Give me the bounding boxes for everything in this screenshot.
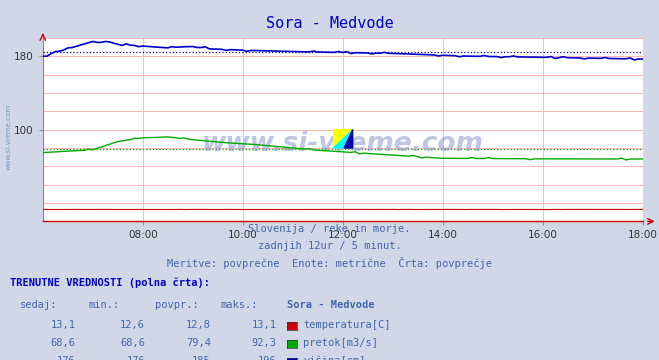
Text: zadnjih 12ur / 5 minut.: zadnjih 12ur / 5 minut. (258, 242, 401, 252)
Text: 12,6: 12,6 (120, 320, 145, 330)
Polygon shape (344, 130, 353, 148)
Text: temperatura[C]: temperatura[C] (303, 320, 391, 330)
Polygon shape (333, 130, 353, 148)
Text: www.si-vreme.com: www.si-vreme.com (202, 131, 484, 157)
Text: 68,6: 68,6 (120, 338, 145, 348)
Text: 12,8: 12,8 (186, 320, 211, 330)
Text: 176: 176 (57, 356, 76, 360)
Text: 13,1: 13,1 (252, 320, 277, 330)
Text: Slovenija / reke in morje.: Slovenija / reke in morje. (248, 224, 411, 234)
Text: Meritve: povprečne  Enote: metrične  Črta: povprečje: Meritve: povprečne Enote: metrične Črta:… (167, 257, 492, 269)
Text: Sora - Medvode: Sora - Medvode (287, 300, 374, 310)
Text: 13,1: 13,1 (51, 320, 76, 330)
Text: www.si-vreme.com: www.si-vreme.com (5, 104, 11, 170)
Text: 92,3: 92,3 (252, 338, 277, 348)
Polygon shape (333, 130, 353, 148)
Text: višina[cm]: višina[cm] (303, 355, 366, 360)
Text: 68,6: 68,6 (51, 338, 76, 348)
Text: povpr.:: povpr.: (155, 300, 198, 310)
Text: min.:: min.: (89, 300, 120, 310)
Text: 185: 185 (192, 356, 211, 360)
Text: maks.:: maks.: (221, 300, 258, 310)
Text: sedaj:: sedaj: (20, 300, 57, 310)
Text: Sora - Medvode: Sora - Medvode (266, 16, 393, 31)
Text: TRENUTNE VREDNOSTI (polna črta):: TRENUTNE VREDNOSTI (polna črta): (10, 278, 210, 288)
Text: 196: 196 (258, 356, 277, 360)
Text: pretok[m3/s]: pretok[m3/s] (303, 338, 378, 348)
Text: 176: 176 (127, 356, 145, 360)
Text: 79,4: 79,4 (186, 338, 211, 348)
